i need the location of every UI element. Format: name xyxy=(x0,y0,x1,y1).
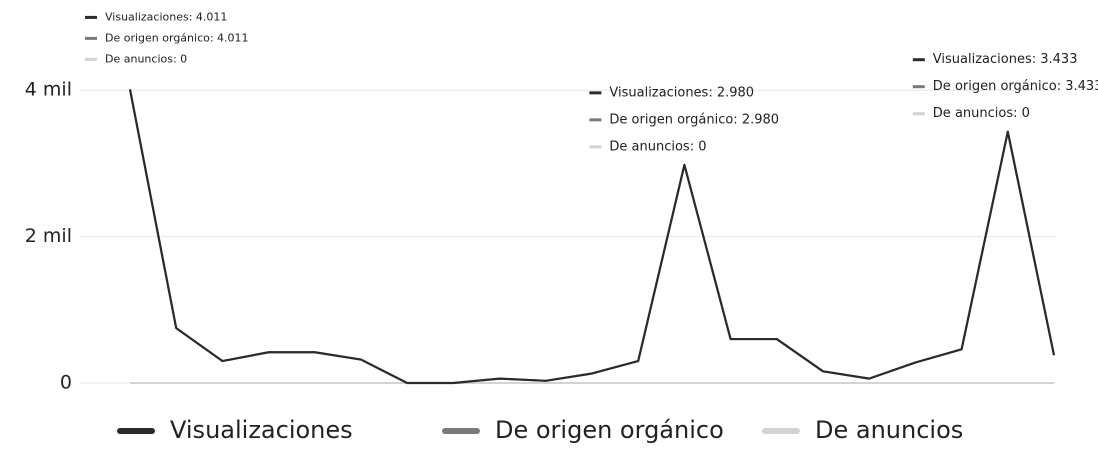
legend-label: De anuncios xyxy=(815,416,963,444)
tooltip-label: De anuncios: 0 xyxy=(933,106,1030,121)
y-tick-label: 0 xyxy=(60,372,72,394)
tooltip-label: De origen orgánico: 3.433 xyxy=(933,79,1098,94)
tooltip-label: De origen orgánico: 2.980 xyxy=(609,112,779,127)
series-line xyxy=(128,89,1056,385)
tooltip-label: De anuncios: 0 xyxy=(105,52,187,65)
legend-label: De origen orgánico xyxy=(495,416,724,444)
legend-label: Visualizaciones xyxy=(170,416,353,444)
tooltip-label: Visualizaciones: 2.980 xyxy=(609,85,754,100)
y-tick-label: 4 mil xyxy=(25,79,72,101)
tooltip-label: Visualizaciones: 4.011 xyxy=(105,10,227,23)
y-tick-label: 2 mil xyxy=(25,225,72,247)
tooltip-label: Visualizaciones: 3.433 xyxy=(933,52,1078,67)
tooltip-label: De anuncios: 0 xyxy=(609,139,706,154)
tooltip-label: De origen orgánico: 4.011 xyxy=(105,31,249,44)
